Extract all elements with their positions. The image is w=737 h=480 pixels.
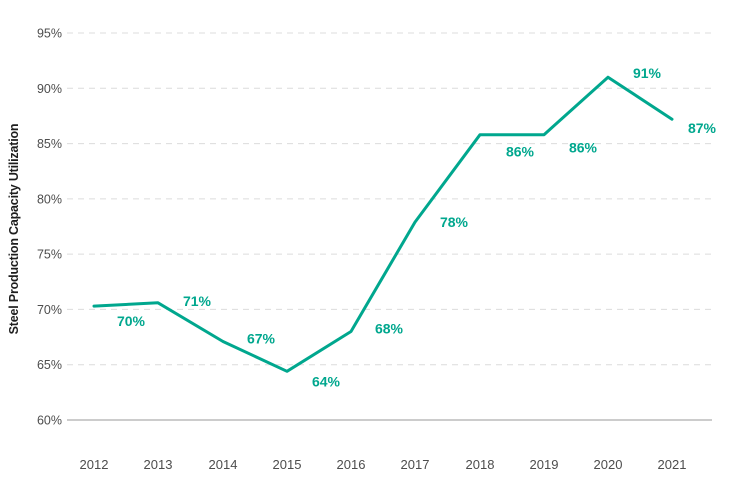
- x-tick-label-2015: 2015: [273, 457, 302, 472]
- data-label-2020: 91%: [633, 65, 662, 81]
- x-tick-label-2014: 2014: [209, 457, 238, 472]
- data-label-2019: 86%: [569, 140, 598, 156]
- x-tick-label-2021: 2021: [658, 457, 687, 472]
- data-label-2016: 68%: [375, 321, 404, 337]
- data-label-2021: 87%: [688, 120, 717, 136]
- data-label-2013: 71%: [183, 293, 212, 309]
- x-tick-label-2017: 2017: [401, 457, 430, 472]
- y-tick-label-80: 80%: [37, 192, 62, 206]
- x-tick-label-2012: 2012: [80, 457, 109, 472]
- data-label-2015: 64%: [312, 373, 341, 389]
- y-tick-label-70: 70%: [37, 303, 62, 317]
- data-label-2014: 67%: [247, 330, 276, 346]
- y-tick-label-60: 60%: [37, 414, 62, 428]
- data-label-2017: 78%: [440, 214, 469, 230]
- data-label-2018: 86%: [506, 144, 535, 160]
- y-tick-label-75: 75%: [37, 248, 62, 262]
- y-tick-label-90: 90%: [37, 82, 62, 96]
- y-tick-label-95: 95%: [37, 27, 62, 41]
- y-tick-label-85: 85%: [37, 137, 62, 151]
- x-tick-label-2018: 2018: [466, 457, 495, 472]
- utilization-line: [92, 75, 674, 373]
- y-axis-title: Steel Production Capacity Utilization: [7, 123, 21, 335]
- x-tick-label-2020: 2020: [594, 457, 623, 472]
- y-tick-label-65: 65%: [37, 358, 62, 372]
- x-tick-label-2016: 2016: [337, 457, 366, 472]
- data-label-2012: 70%: [117, 313, 146, 329]
- x-tick-label-2019: 2019: [530, 457, 559, 472]
- x-tick-label-2013: 2013: [144, 457, 173, 472]
